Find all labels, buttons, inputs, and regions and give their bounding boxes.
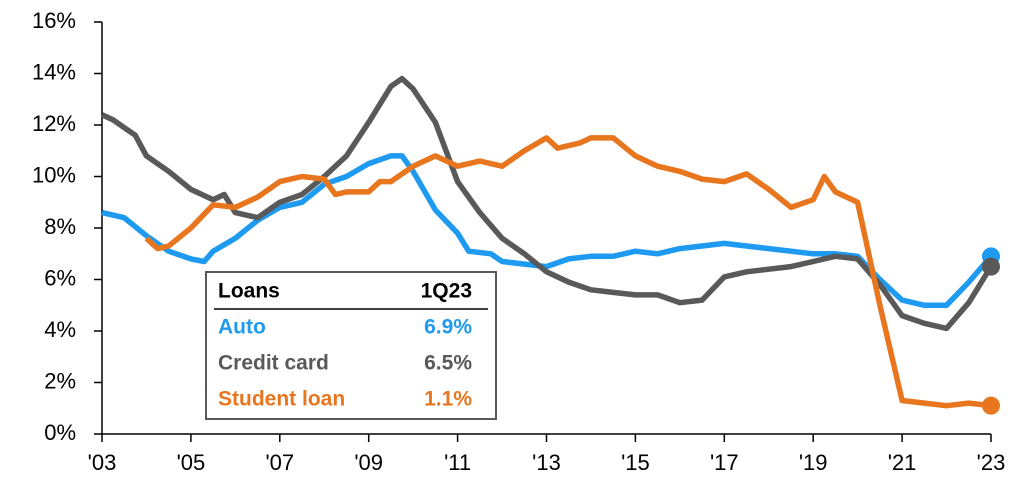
x-tick-label: '09 [354,450,383,475]
series-line [144,135,992,409]
y-tick-label: 6% [44,265,76,290]
y-tick-label: 16% [32,8,76,33]
x-tick-label: '11 [444,450,471,475]
y-tick-label: 2% [44,368,76,393]
end-marker [982,257,1000,276]
legend-label: Credit card [218,352,329,375]
y-tick-label: 8% [44,214,76,239]
x-tick-label: '13 [532,450,561,475]
x-tick-label: '05 [177,450,206,475]
legend-box [205,271,497,420]
y-tick-label: 0% [44,420,76,445]
legend-header: Loans [218,280,280,303]
x-tick-label: '19 [799,450,828,475]
y-tick-label: 14% [32,59,76,84]
series-line [100,75,994,332]
end-marker [982,396,1000,415]
legend-label: Auto [218,316,266,339]
legend-value: 1.1% [424,388,472,411]
x-tick-label: '23 [977,450,1006,475]
y-tick-label: 4% [44,317,76,342]
legend-value: 6.5% [424,352,472,375]
x-tick-label: '21 [888,450,917,475]
x-tick-label: '07 [265,450,294,475]
x-tick-label: '17 [710,450,739,475]
legend-header: 1Q23 [421,280,472,303]
legend: Loans 1Q23 Auto 6.9% Credit card 6.5% Student … [205,271,497,420]
legend-label: Student loan [218,388,345,411]
x-tick-label: '15 [621,450,650,475]
y-tick-label: 10% [32,162,76,187]
y-tick-label: 12% [32,111,76,136]
series-line [101,153,994,309]
legend-value: 6.9% [424,316,472,339]
x-tick-label: '03 [88,450,117,475]
